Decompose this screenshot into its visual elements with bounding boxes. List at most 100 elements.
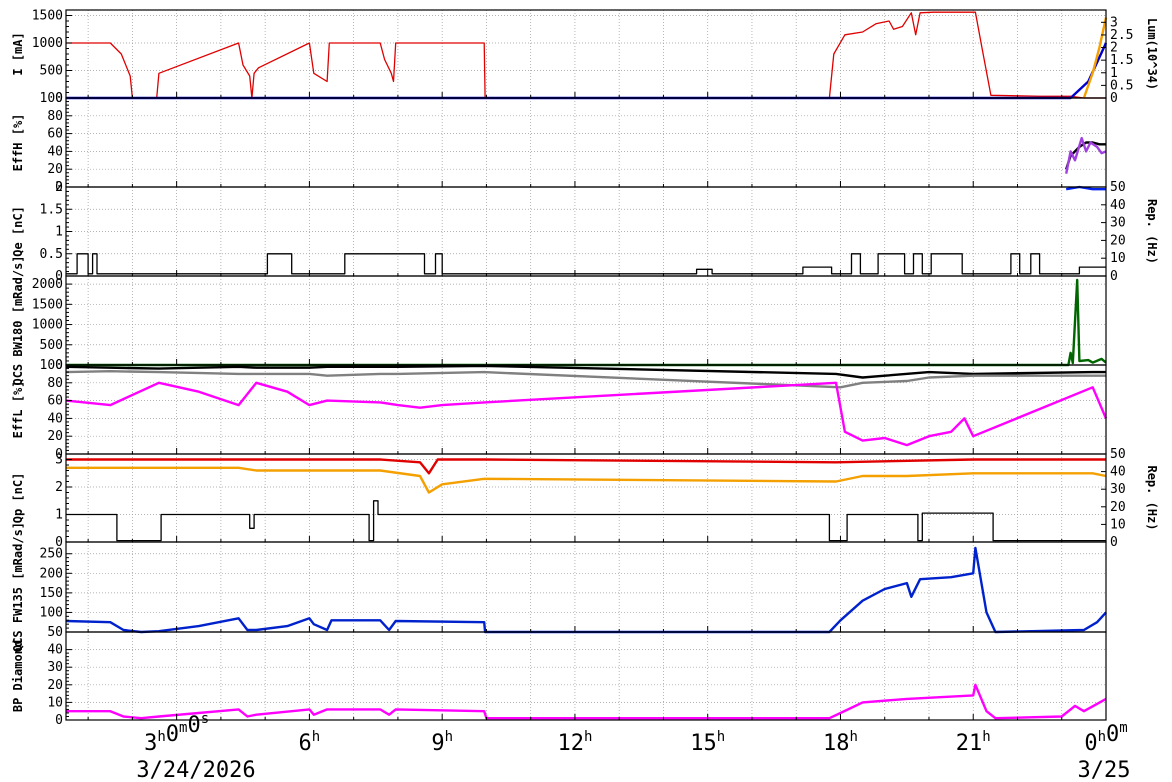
panel-frame — [65, 9, 1107, 99]
y-tick-label: 20 — [47, 429, 63, 444]
x-tick-label: 6h — [299, 729, 321, 756]
y-tick-label: 100 — [40, 91, 63, 106]
y-tick-label: 500 — [40, 338, 63, 353]
x-tick-label: 21h — [956, 729, 991, 756]
y-tick-label: 60 — [47, 127, 63, 142]
panel-frame — [65, 631, 1107, 721]
right-tick-label: 0.5 — [1110, 78, 1133, 93]
y-tick-label: 1 — [55, 508, 63, 523]
right-tick-label: 30 — [1110, 482, 1126, 497]
y-tick-label: 0 — [55, 180, 63, 195]
y-tick-label: 1500 — [32, 297, 63, 312]
right-tick-label: 30 — [1110, 216, 1126, 231]
y-axis-label: Qp [nC] — [11, 473, 25, 524]
right-tick-label: 10 — [1110, 517, 1126, 532]
right-tick-label: 2 — [1110, 41, 1118, 56]
right-tick-label: 40 — [1110, 198, 1126, 213]
y-tick-label: 0 — [55, 358, 63, 373]
series-line — [1066, 185, 1106, 191]
y-axis-label: QCS FW135 [mRad/s] — [11, 522, 25, 652]
panel-frame — [65, 541, 1107, 633]
right-tick-label: 40 — [1110, 465, 1126, 480]
right-tick-label: 3 — [1110, 15, 1118, 30]
right-axis-label: Rep. (Hz) — [1145, 199, 1159, 264]
series-line — [66, 500, 1106, 542]
y-tick-label: 10 — [47, 695, 63, 710]
y-axis-label: EffH [%] — [11, 114, 25, 172]
series-line — [1082, 17, 1108, 99]
y-axis-label: EffL [%] — [11, 381, 25, 439]
panel-frame — [65, 97, 1107, 188]
y-axis-label: QCS BW180 [mRad/s] — [11, 255, 25, 385]
series-line — [66, 683, 1107, 720]
y-tick-label: 1500 — [32, 9, 63, 24]
series-line — [66, 278, 1107, 367]
y-tick-label: 2000 — [32, 277, 63, 292]
y-tick-label: 20 — [47, 678, 63, 693]
y-tick-label: 40 — [47, 144, 63, 159]
right-tick-label: 0 — [1110, 269, 1118, 284]
y-tick-label: 30 — [47, 660, 63, 675]
series-line — [66, 466, 1107, 494]
y-tick-label: 0 — [55, 91, 63, 106]
y-tick-label: 1.5 — [40, 202, 63, 217]
series-line — [1065, 136, 1107, 174]
x-tick-label: 15h — [690, 729, 725, 756]
y-tick-label: 80 — [47, 109, 63, 124]
y-tick-label: 100 — [40, 605, 63, 620]
date-start-label: 3/24/2026 — [136, 758, 255, 782]
right-tick-label: 1.5 — [1110, 53, 1133, 68]
right-tick-label: 20 — [1110, 500, 1126, 515]
right-axis-label: Lum(10^34) — [1145, 18, 1159, 90]
series-line — [66, 253, 1106, 275]
grid-layer — [66, 10, 1106, 720]
right-tick-label: 10 — [1110, 251, 1126, 266]
right-tick-label: 20 — [1110, 233, 1126, 248]
y-tick-label: 3 — [55, 453, 63, 468]
y-tick-label: 50 — [47, 625, 63, 640]
y-tick-label: 500 — [40, 64, 63, 79]
right-tick-label: 50 — [1110, 180, 1126, 195]
y-tick-label: 1000 — [32, 318, 63, 333]
y-tick-label: 0.5 — [40, 247, 63, 262]
y-tick-label: 250 — [40, 547, 63, 562]
y-tick-label: 0 — [55, 535, 63, 550]
y-tick-label: 0 — [55, 713, 63, 728]
y-axis-label: Qe [nC] — [11, 206, 25, 257]
right-tick-label: 2.5 — [1110, 28, 1133, 43]
series-line — [65, 381, 1108, 447]
series-line — [66, 11, 1106, 99]
y-tick-label: 150 — [40, 586, 63, 601]
series-line — [65, 546, 1107, 634]
y-tick-label: 1000 — [32, 36, 63, 51]
panel-frame — [65, 364, 1107, 455]
y-tick-label: 80 — [47, 376, 63, 391]
y-tick-label: 40 — [47, 643, 63, 658]
y-axis-label: BP Diamond — [11, 640, 25, 712]
y-tick-label: 100 — [40, 358, 63, 373]
y-tick-label: 40 — [47, 411, 63, 426]
series-line — [66, 458, 1106, 475]
right-tick-label: 50 — [1110, 447, 1126, 462]
y-axis-label: I [mA] — [11, 32, 25, 75]
series-line — [65, 364, 1106, 379]
x-axis: 3h0m0s 6h 9h 12h 15h 18h 21h 0h0m 3/24/2026 3/25 — [136, 711, 1130, 782]
y-tick-label: 0 — [55, 269, 63, 284]
y-tick-label: 1 — [55, 225, 63, 240]
right-tick-label: 1 — [1110, 66, 1118, 81]
y-tick-label: 20 — [47, 162, 63, 177]
x-tick-label: 12h — [557, 729, 592, 756]
y-tick-label: 200 — [40, 566, 63, 581]
right-tick-label: 0 — [1110, 535, 1118, 550]
x-tick-label: 18h — [823, 729, 858, 756]
y-tick-label: 2 — [55, 480, 63, 495]
right-tick-label: 0 — [1110, 91, 1118, 106]
series-line — [65, 370, 1106, 389]
y-tick-label: 60 — [47, 394, 63, 409]
x-tick-label: 3h0m0s — [144, 711, 209, 756]
y-tick-label: 0 — [55, 447, 63, 462]
date-end-label: 3/25 — [1078, 758, 1131, 782]
x-tick-label: 0h0m — [1084, 720, 1127, 756]
